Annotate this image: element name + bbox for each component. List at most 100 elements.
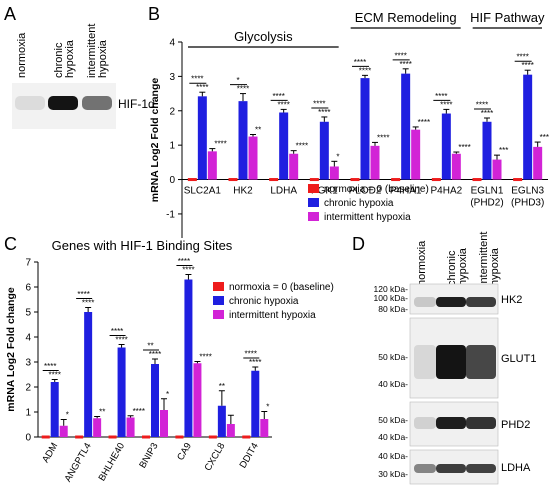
panel-label-a: A — [4, 4, 16, 24]
y-tick-label: 2 — [25, 383, 31, 394]
comparison-significance: **** — [394, 51, 406, 60]
comparison-significance: ** — [147, 342, 153, 351]
comparison-significance: **** — [516, 53, 528, 62]
significance-intermittent: **** — [199, 353, 211, 362]
bar-intermittent-hypoxia — [411, 129, 421, 180]
bar-intermittent-hypoxia — [451, 153, 461, 180]
significance-chronic: **** — [249, 358, 261, 367]
y-tick-label: 1 — [169, 141, 175, 152]
bar-chronic-hypoxia — [184, 279, 193, 437]
bar-normoxia — [391, 178, 401, 182]
bar-chronic-hypoxia — [151, 364, 159, 437]
bar-normoxia — [187, 178, 197, 182]
comparison-significance: **** — [354, 58, 366, 67]
bar-normoxia — [242, 435, 251, 439]
bar-chronic-hypoxia — [319, 121, 329, 180]
y-tick-label: 4 — [25, 333, 31, 344]
blot-d-lane-label: chronichypoxia — [446, 247, 469, 286]
bar-intermittent-hypoxia — [207, 151, 217, 180]
comparison-significance: **** — [111, 327, 123, 336]
blot-d-protein-label: PHD2 — [501, 419, 530, 431]
comparison-significance: **** — [313, 99, 325, 108]
panel-label-c: C — [4, 234, 17, 254]
category-label: SLC2A1 — [184, 186, 222, 197]
bar-chronic-hypoxia — [84, 312, 93, 437]
category-label: ANGPTL4 — [63, 441, 94, 484]
category-label: EGLN1 (PHD2) — [470, 186, 504, 209]
bar-chronic-hypoxia — [401, 73, 411, 180]
legend-label: normoxia = 0 (baseline) — [324, 184, 429, 195]
comparison-significance: **** — [476, 100, 488, 109]
bar-chronic-hypoxia — [441, 113, 451, 180]
blot-a-lane-label: chronichypoxia — [53, 39, 76, 78]
bar-chronic-hypoxia — [279, 112, 289, 180]
blot-d-lane-label: normoxia — [416, 240, 428, 286]
significance-intermittent: * — [266, 403, 269, 412]
significance-chronic: **** — [277, 100, 289, 109]
y-tick-label: 4 — [169, 38, 175, 49]
blot-d-band — [414, 417, 436, 429]
bar-intermittent-hypoxia — [248, 136, 258, 180]
category-label: BNIP3 — [137, 441, 160, 470]
blot-d-band — [466, 345, 496, 379]
blot-d-band — [436, 297, 466, 307]
bar-normoxia — [41, 435, 50, 439]
bar-chronic-hypoxia — [50, 382, 59, 437]
blot-a-band — [15, 96, 45, 110]
bar-normoxia — [269, 178, 279, 182]
legend-swatch — [213, 310, 224, 319]
blot-a-band — [48, 96, 78, 110]
blot-d-band — [466, 417, 496, 429]
comparison-significance: **** — [191, 75, 203, 84]
bar-intermittent-hypoxia — [193, 363, 202, 437]
category-label: BHLHE40 — [97, 441, 128, 483]
blot-a-band — [82, 96, 112, 110]
blot-d: normoxia chronichypoxia intermittenthypoxi… — [374, 232, 536, 485]
blot-d-band — [414, 297, 436, 307]
comparison-significance: * — [236, 76, 239, 85]
category-label: P4HA1 — [390, 186, 422, 197]
group-header-label: HIF Pathway — [470, 10, 545, 25]
legend-label: chronic hypoxia — [324, 198, 394, 209]
y-tick-label: 1 — [25, 408, 31, 419]
blot-d-protein-label: LDHA — [501, 462, 531, 474]
significance-chronic: **** — [521, 61, 533, 70]
group-header-label: ECM Remodeling — [355, 10, 457, 25]
y-tick-label: 5 — [25, 308, 31, 319]
y-tick-label: -1 — [166, 209, 175, 220]
y-tick-label: 3 — [25, 358, 31, 369]
bar-normoxia — [142, 435, 150, 439]
comparison-significance: **** — [178, 257, 190, 266]
bar-intermittent-hypoxia — [492, 159, 502, 180]
bar-normoxia — [309, 178, 319, 182]
blot-d-marker: 30 kDa- — [378, 469, 408, 479]
bar-chronic-hypoxia — [117, 347, 126, 437]
group-header-label: Glycolysis — [234, 29, 293, 44]
category-label: P4HA2 — [430, 186, 462, 197]
bar-intermittent-hypoxia — [226, 424, 235, 437]
legend-label: normoxia = 0 (baseline) — [229, 282, 334, 293]
significance-chronic: **** — [48, 371, 60, 380]
chart-c-title: Genes with HIF-1 Binding Sites — [52, 238, 233, 253]
comparison-significance: **** — [272, 92, 284, 101]
blot-d-marker: 50 kDa- — [378, 415, 408, 425]
comparison-significance: **** — [435, 92, 447, 101]
significance-intermittent: **** — [377, 133, 389, 142]
significance-intermittent: *** — [499, 146, 508, 155]
comparison-significance: **** — [44, 362, 56, 371]
bar-normoxia — [228, 178, 238, 182]
bar-chronic-hypoxia — [523, 74, 533, 180]
category-label: ADM — [40, 441, 60, 465]
y-tick-label: 3 — [169, 72, 175, 83]
blot-d-marker: 100 kDa- — [374, 293, 409, 303]
significance-chronic: **** — [196, 83, 208, 92]
bar-normoxia — [350, 178, 360, 182]
significance-chronic: **** — [115, 336, 127, 345]
category-label: EGLN3 (PHD3) — [511, 186, 545, 209]
legend-swatch — [213, 282, 224, 291]
blot-a-protein-label: HIF-1α — [118, 97, 155, 111]
blot-a-lane-label: intermittenthypoxia — [86, 24, 109, 78]
bar-normoxia — [472, 178, 482, 182]
